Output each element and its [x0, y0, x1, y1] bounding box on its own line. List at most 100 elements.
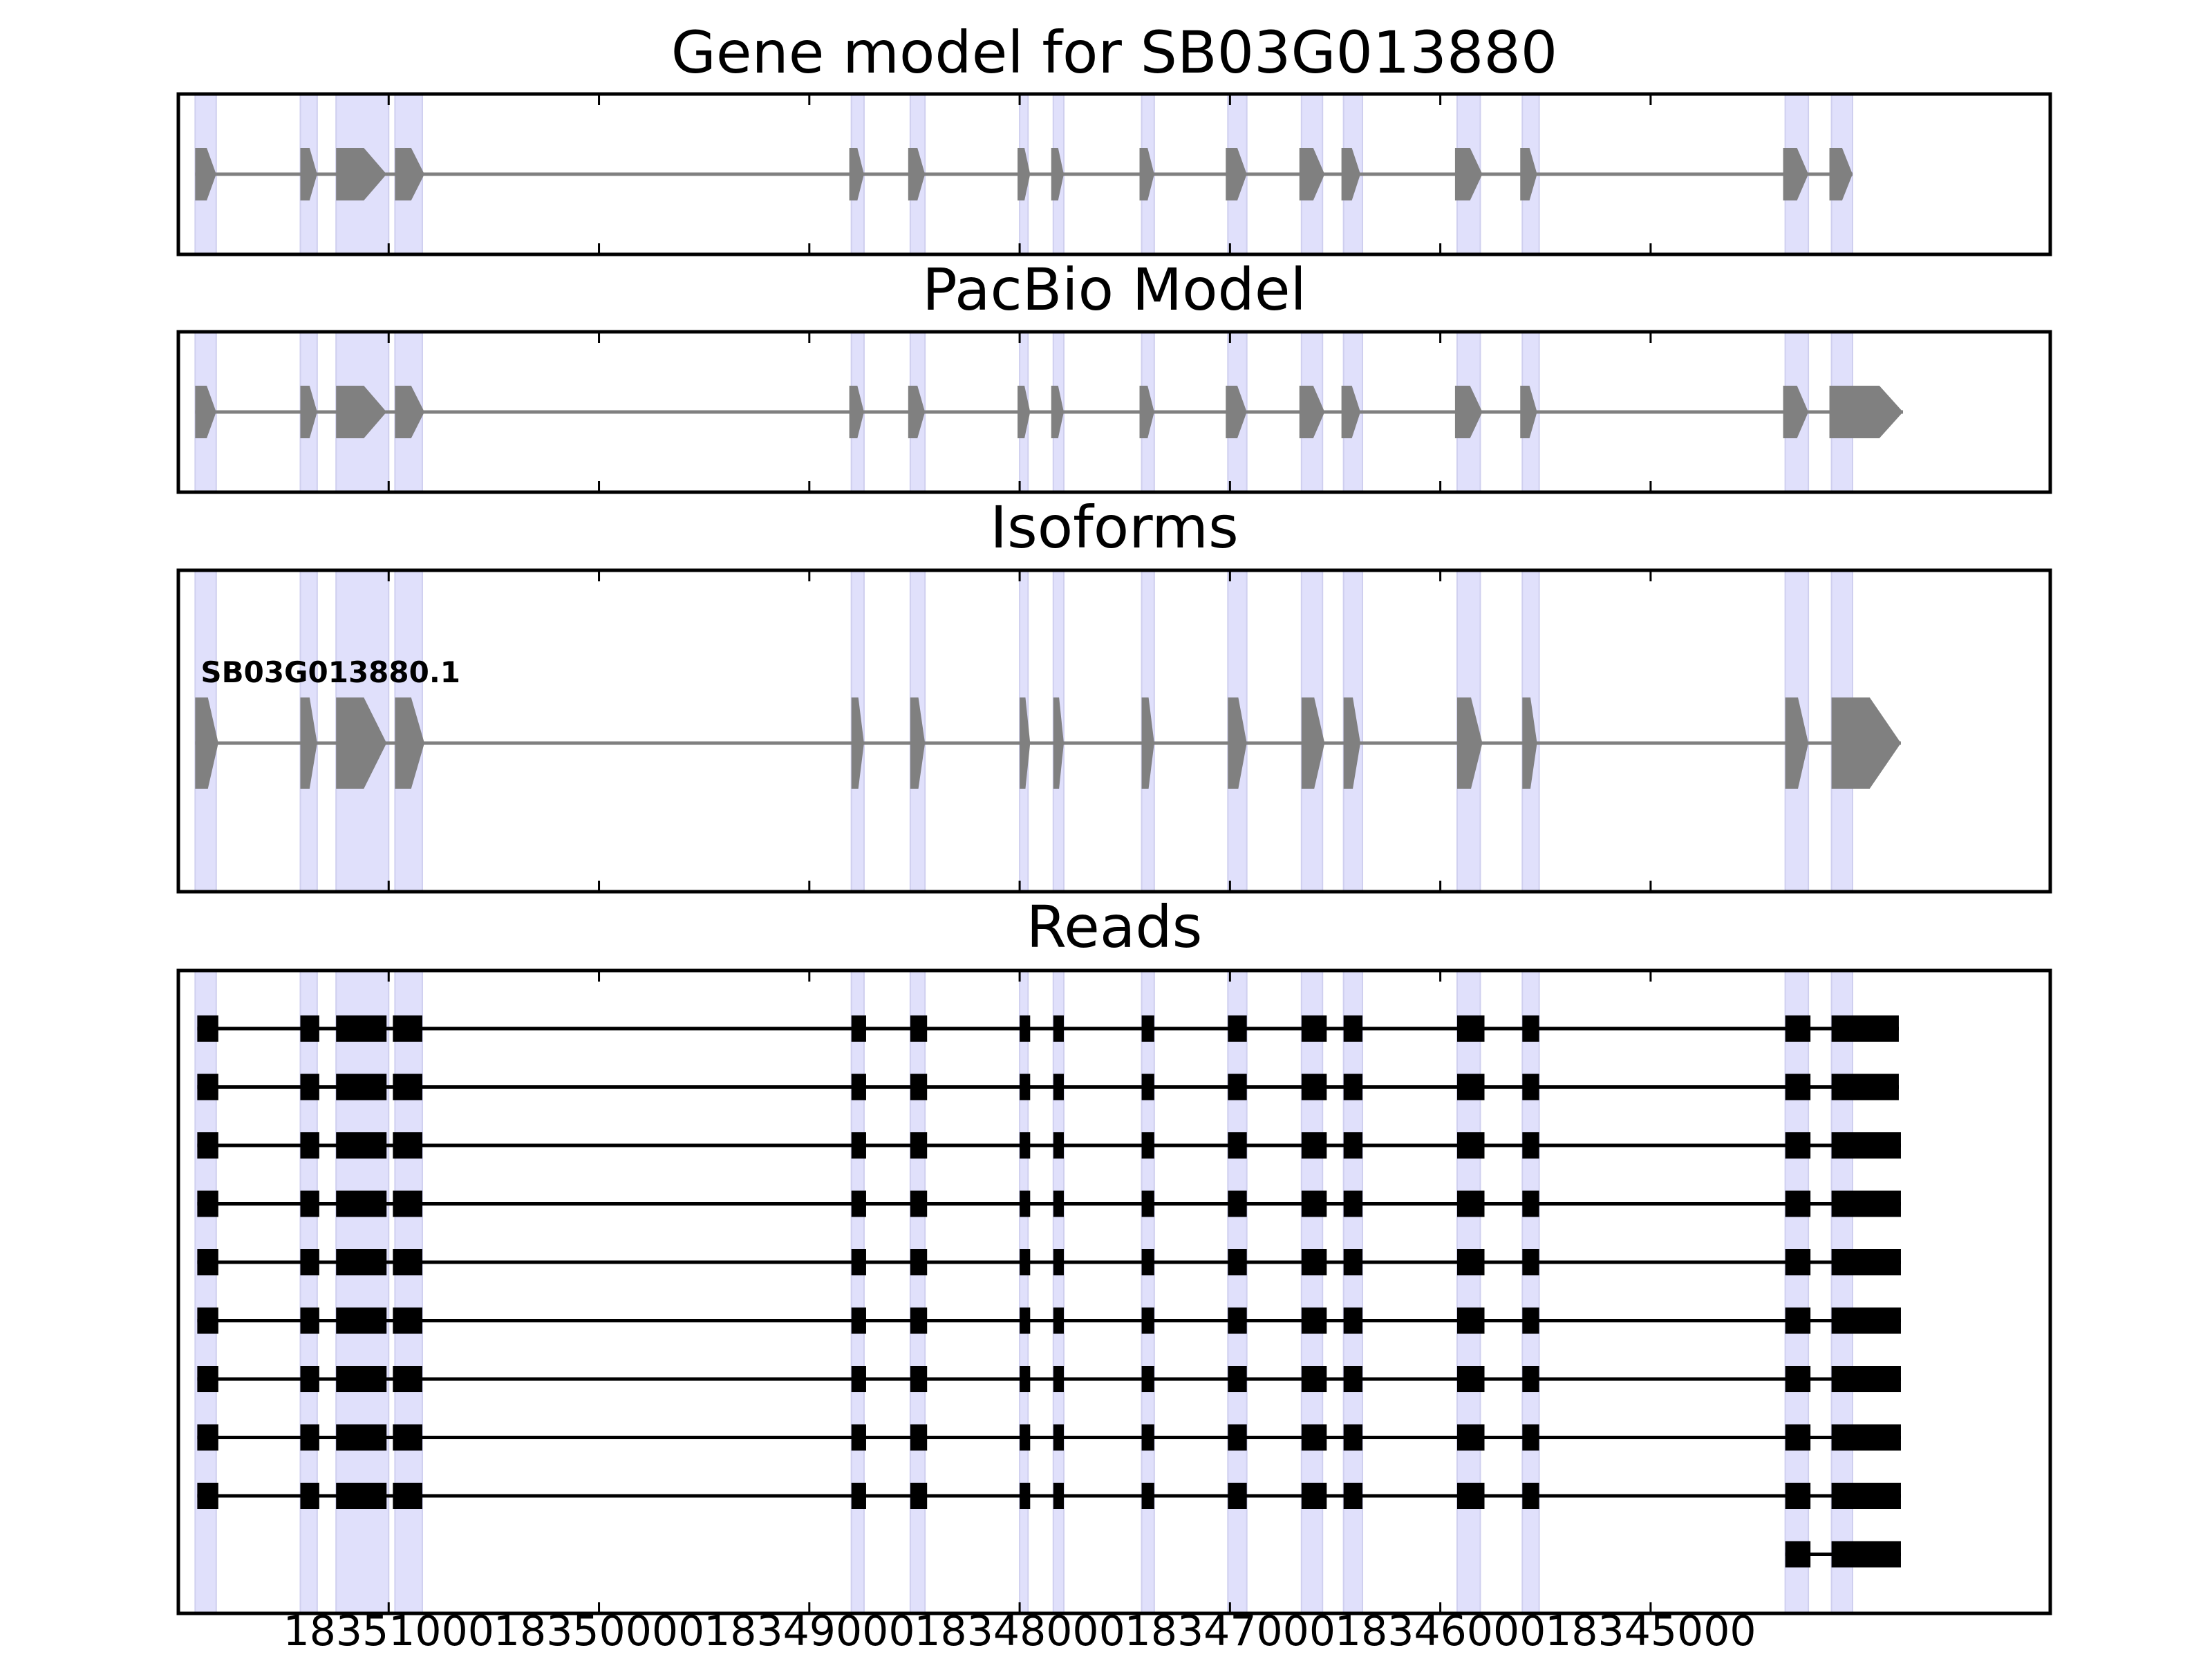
exon-highlight-band [1052, 970, 1065, 1614]
panel-gene-model [176, 92, 2052, 256]
read-exon [851, 1015, 866, 1042]
pacbio-model-track [195, 386, 1904, 438]
exon-block [851, 697, 864, 789]
x-tick-label: 18345000 [1545, 1607, 1756, 1656]
read-exon [851, 1190, 866, 1217]
read-exon [300, 1190, 319, 1217]
gene-model-track [195, 148, 1853, 200]
read-exon [851, 1132, 866, 1159]
read-exon [1343, 1249, 1363, 1275]
exon-block [1018, 386, 1031, 438]
read-exon [1301, 1132, 1327, 1159]
exon-block [1343, 697, 1360, 789]
read-exon [851, 1249, 866, 1275]
read-exon [1522, 1015, 1539, 1042]
exon-block [1141, 697, 1154, 789]
read-exon [1053, 1424, 1064, 1451]
read-exon [1141, 1132, 1154, 1159]
highlight-layer [194, 970, 1853, 1614]
exon-block [908, 386, 926, 438]
read-exon [910, 1307, 928, 1334]
read-exon [1456, 1249, 1485, 1275]
read-exon [1522, 1249, 1539, 1275]
panel-reads [176, 968, 2052, 1615]
read-exon [1831, 1015, 1899, 1042]
exon-block [1520, 386, 1537, 438]
read [1785, 1541, 1901, 1568]
read-exon [197, 1424, 218, 1451]
panel-pacbio-model [176, 330, 2052, 494]
read-exon [1456, 1132, 1485, 1159]
read-exon [1141, 1190, 1154, 1217]
read-exon [1456, 1190, 1485, 1217]
read-exon [1343, 1424, 1363, 1451]
exon-block [908, 148, 926, 200]
read-exon [910, 1132, 928, 1159]
tick-marks [387, 971, 1652, 1613]
read-exon [1020, 1307, 1031, 1334]
exon-highlight-band [1300, 970, 1324, 1614]
reads-track [197, 1015, 1901, 1568]
read [197, 1074, 1899, 1100]
read-exon [1831, 1366, 1901, 1392]
read-exon [197, 1190, 218, 1217]
read-exon [336, 1366, 387, 1392]
read-exon [1831, 1483, 1901, 1509]
read-exon [1053, 1307, 1064, 1334]
read-exon [910, 1483, 928, 1509]
read-exon [910, 1366, 928, 1392]
exon-highlight-band [194, 970, 217, 1614]
x-tick-label: 18348000 [914, 1607, 1125, 1656]
read-exon [336, 1132, 387, 1159]
read-exon [1228, 1366, 1247, 1392]
tick-marks [387, 332, 1652, 492]
read-exon [1301, 1483, 1327, 1509]
exon-block [195, 148, 216, 200]
read-exon [300, 1074, 319, 1100]
exon-block [1226, 148, 1247, 200]
read-exon [1456, 1074, 1485, 1100]
read-exon [1053, 1190, 1064, 1217]
read-exon [910, 1074, 928, 1100]
read-exon [1228, 1483, 1247, 1509]
read-exon [336, 1249, 387, 1275]
read-exon [1785, 1249, 1811, 1275]
read-exon [393, 1190, 422, 1217]
read-exon [393, 1249, 422, 1275]
read-exon [1020, 1190, 1031, 1217]
x-tick-label: 18350000 [494, 1607, 704, 1656]
read-exon [393, 1132, 422, 1159]
read-exon [197, 1074, 218, 1100]
read-exon [1343, 1074, 1363, 1100]
read-exon [1522, 1424, 1539, 1451]
read-exon [300, 1015, 319, 1042]
exon-highlight-band [1227, 970, 1248, 1614]
panel-title-reads: Reads [1027, 893, 1203, 961]
exon-block [849, 386, 864, 438]
read-exon [1228, 1307, 1247, 1334]
read-exon [910, 1249, 928, 1275]
read-exon [300, 1424, 319, 1451]
read-exon [1522, 1132, 1539, 1159]
read-exon [1020, 1424, 1031, 1451]
isoform-label: SB03G013880.1 [200, 655, 460, 689]
read-exon [1343, 1366, 1363, 1392]
exon-block [1831, 697, 1901, 789]
exon-highlight-band [1784, 970, 1810, 1614]
read-exon [1343, 1190, 1363, 1217]
exon-block [1341, 148, 1360, 200]
exon-block [1051, 386, 1064, 438]
read-exon [1020, 1249, 1031, 1275]
read-exon [393, 1483, 422, 1509]
exon-block [1226, 386, 1247, 438]
read-exon [393, 1366, 422, 1392]
tick-marks [387, 94, 1652, 254]
read [197, 1015, 1899, 1042]
exon-block [336, 697, 387, 789]
exon-highlight-band [909, 970, 926, 1614]
exon-block [195, 386, 216, 438]
read-exon [197, 1249, 218, 1275]
exon-block [300, 148, 317, 200]
read-exon [1785, 1074, 1811, 1100]
